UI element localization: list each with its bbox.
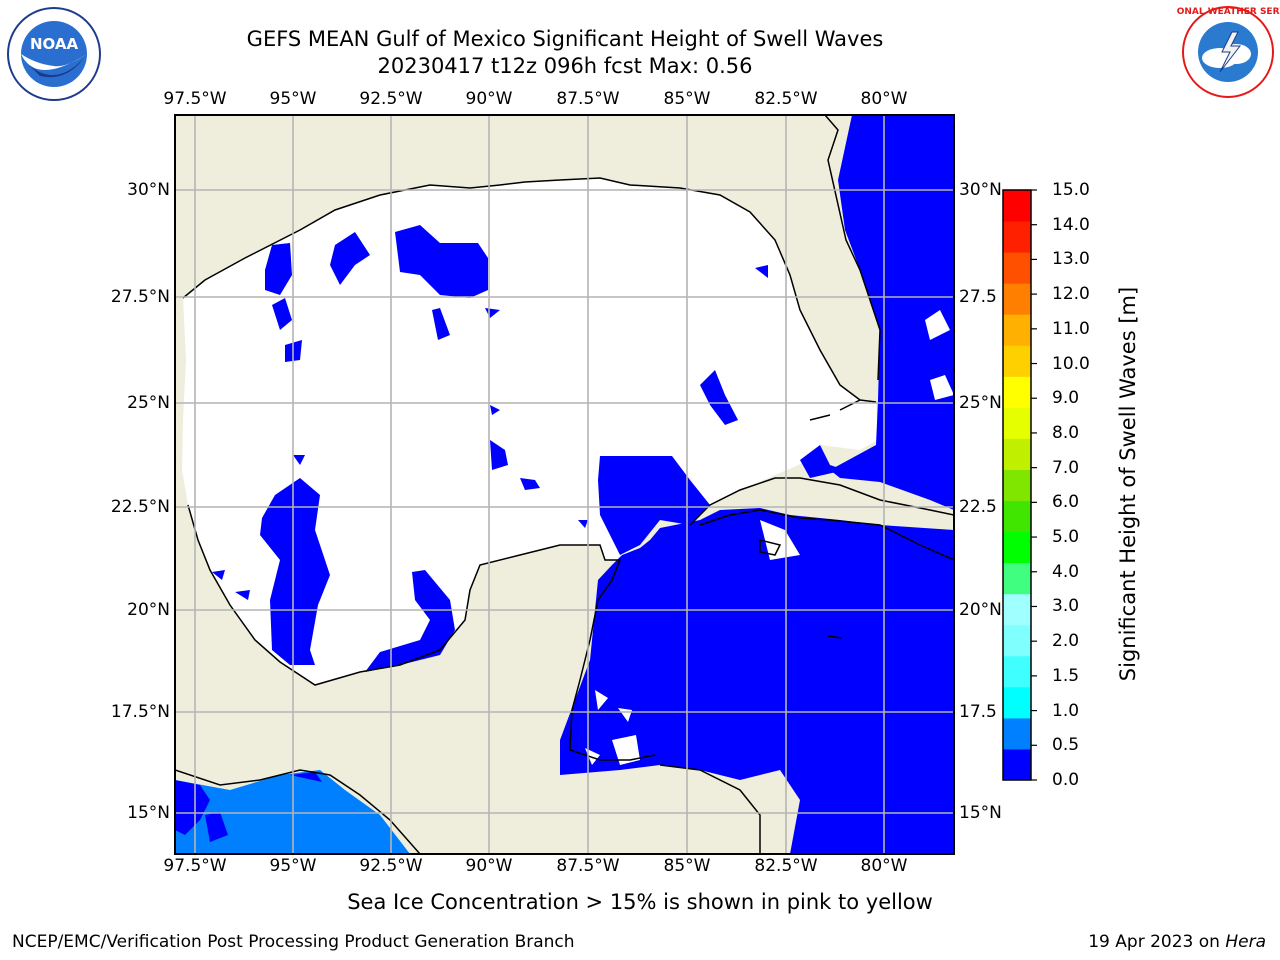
lat-label-right: 27.5 — [959, 287, 997, 307]
colorbar-tick-label: 0.5 — [1052, 735, 1080, 756]
map-frame — [174, 114, 955, 855]
chart-title: GEFS MEAN Gulf of Mexico Significant Hei… — [246, 27, 884, 51]
lat-label-left: 27.5°N — [110, 287, 170, 307]
lon-label-top: 92.5°W — [359, 89, 423, 109]
colorbar-tick-label: 11.0 — [1052, 318, 1090, 339]
lon-label-top: 82.5°W — [754, 89, 818, 109]
lon-label-bottom: 85°W — [663, 856, 711, 876]
lat-label-right: 25°N — [959, 393, 1002, 413]
gulf-water — [182, 178, 878, 685]
lat-label-left: 17.5°N — [110, 702, 170, 722]
caribbean-water — [560, 508, 954, 854]
lon-label-bottom: 82.5°W — [754, 856, 818, 876]
lat-label-right: 15°N — [959, 803, 1002, 823]
colorbar-segment — [1003, 314, 1031, 346]
chart-subtitle: 20230417 t12z 096h fcst Max: 0.56 — [377, 54, 753, 78]
lon-label-bottom: 90°W — [465, 856, 513, 876]
colorbar-segment — [1003, 531, 1031, 564]
colorbar-tick-label: 12.0 — [1052, 284, 1090, 305]
lat-label-left: 22.5°N — [110, 497, 170, 517]
colorbar-segment — [1003, 686, 1031, 719]
nws-logo-text: NATIONAL WEATHER SERVICE — [1176, 7, 1280, 17]
colorbar-segment — [1003, 562, 1031, 595]
colorbar-segment — [1003, 345, 1031, 377]
graticule — [175, 115, 954, 854]
colorbar-tick-label: 3.0 — [1052, 596, 1080, 617]
colorbar-tick-label: 5.0 — [1052, 527, 1080, 548]
colorbar-segment — [1003, 407, 1031, 439]
credit-host: Hera — [1225, 932, 1266, 952]
sea-ice-note: Sea Ice Concentration > 15% is shown in … — [347, 890, 933, 914]
colorbar-tick-label: 8.0 — [1052, 422, 1080, 443]
colorbar-tick-label: 1.5 — [1052, 665, 1080, 686]
lon-label-top: 85°W — [663, 89, 711, 109]
colorbar-segment — [1003, 717, 1031, 750]
lon-label-bottom: 80°W — [860, 856, 908, 876]
noaa-logo-text: NOAA — [30, 35, 79, 53]
lon-label-bottom: 92.5°W — [359, 856, 423, 876]
national-weather-service-logo: NATIONAL WEATHER SERVICE — [1176, 6, 1280, 98]
lat-label-left: 30°N — [127, 180, 170, 200]
colorbar-tick-label: 10.0 — [1052, 353, 1090, 374]
lat-label-left: 20°N — [127, 600, 170, 620]
colorbar-segment — [1003, 438, 1031, 470]
colorbar-title: Significant Height of Swell Waves [m] — [1116, 286, 1140, 682]
colorbar-tick-label: 0.0 — [1052, 770, 1080, 790]
lon-label-top: 95°W — [269, 89, 317, 109]
credit-date: 19 Apr 2023 on Hera — [1088, 932, 1266, 952]
lon-label-top: 97.5°W — [163, 89, 227, 109]
lon-label-top: 80°W — [860, 89, 908, 109]
lon-label-bottom: 87.5°W — [556, 856, 620, 876]
atlantic-water — [830, 115, 954, 510]
colorbar-tick-label: 6.0 — [1052, 492, 1080, 513]
colorbar-tick-label: 4.0 — [1052, 561, 1080, 582]
colorbar-segment — [1003, 655, 1031, 688]
colorbar-segment — [1003, 624, 1031, 657]
colorbar — [1002, 189, 1037, 781]
colorbar-segment — [1003, 283, 1031, 315]
lat-label-left: 15°N — [127, 803, 170, 823]
credit-date-text: 19 Apr 2023 on — [1088, 932, 1220, 952]
colorbar-segment — [1003, 593, 1031, 626]
colorbar-tick-label: 1.0 — [1052, 700, 1080, 721]
colorbar-segment — [1003, 252, 1031, 284]
colorbar-segment — [1003, 376, 1031, 408]
lat-label-right: 17.5 — [959, 702, 997, 722]
credit-ncep: NCEP/EMC/Verification Post Processing Pr… — [12, 932, 575, 952]
lat-label-left: 25°N — [127, 393, 170, 413]
lon-label-bottom: 97.5°W — [163, 856, 227, 876]
colorbar-segment — [1003, 469, 1031, 502]
lon-label-bottom: 95°W — [269, 856, 317, 876]
colorbar-segment — [1003, 190, 1031, 222]
colorbar-segment — [1003, 221, 1031, 253]
colorbar-frame — [1002, 189, 1032, 781]
lat-label-right: 22.5 — [959, 497, 997, 517]
colorbar-tick-label: 14.0 — [1052, 214, 1090, 235]
colorbar-tick-label: 15.0 — [1052, 180, 1090, 200]
noaa-logo: NOAA — [7, 7, 101, 101]
colorbar-tick-label: 7.0 — [1052, 457, 1080, 478]
colorbar-segment — [1003, 500, 1031, 533]
colorbar-tick-label: 13.0 — [1052, 249, 1090, 270]
colorbar-tick-label: 2.0 — [1052, 631, 1080, 652]
colorbar-segment — [1003, 748, 1031, 781]
lat-label-right: 20°N — [959, 600, 1002, 620]
lon-label-top: 87.5°W — [556, 89, 620, 109]
lon-label-top: 90°W — [465, 89, 513, 109]
lat-label-right: 30°N — [959, 180, 1002, 200]
colorbar-tick-label: 9.0 — [1052, 388, 1080, 409]
